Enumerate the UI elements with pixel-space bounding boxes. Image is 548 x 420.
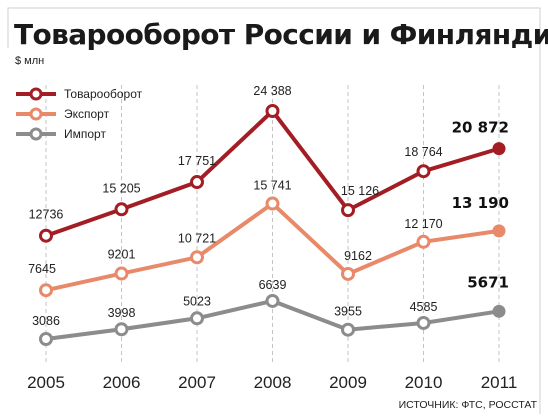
series-3: 3086 3998 5023 6639 3955 4585 5671 <box>32 273 509 346</box>
data-point <box>341 266 355 281</box>
data-label: 12736 <box>29 208 64 222</box>
data-label: 24 388 <box>253 84 291 98</box>
data-point <box>39 332 53 346</box>
data-point <box>39 283 53 298</box>
legend-label: Экспорт <box>64 107 110 121</box>
data-label: 15 205 <box>102 181 140 195</box>
data-point <box>416 164 431 179</box>
data-point <box>114 322 129 337</box>
x-tick-label: 2005 <box>27 373 65 392</box>
data-point <box>492 224 506 238</box>
data-label: 15 126 <box>341 184 379 198</box>
frame-border <box>7 7 541 414</box>
data-point <box>341 322 355 337</box>
x-tick-label: 2010 <box>405 373 443 392</box>
data-label: 17 751 <box>178 154 216 168</box>
data-label: 4585 <box>410 300 438 314</box>
legend-swatch-marker <box>29 127 43 141</box>
x-tick-label: 2007 <box>178 373 216 392</box>
data-label: 9162 <box>344 249 372 263</box>
data-label: 12 170 <box>404 217 442 231</box>
data-point <box>190 311 204 326</box>
legend: Товарооборот Экспорт Импорт <box>16 87 143 141</box>
data-point <box>492 304 506 318</box>
data-point <box>341 203 355 218</box>
data-point <box>39 228 53 243</box>
data-point <box>114 266 129 281</box>
legend-swatch-marker <box>29 87 43 101</box>
data-label: 18 764 <box>404 145 442 159</box>
legend-swatch-marker <box>29 107 43 121</box>
chart-unit: $ млн <box>15 55 44 67</box>
series-layer: 12736 15 205 17 751 24 388 15 126 18 764 20 87… <box>28 84 509 346</box>
series-1: 12736 15 205 17 751 24 388 15 126 18 764 20 87… <box>29 84 509 243</box>
data-point <box>265 196 280 211</box>
data-label: 3955 <box>334 305 362 319</box>
legend-label: Импорт <box>64 127 106 141</box>
data-label: 20 872 <box>452 119 509 137</box>
data-label: 13 190 <box>452 194 509 212</box>
source-note: ИСТОЧНИК: ФТС, РОССТАТ <box>399 399 538 411</box>
data-label: 15 741 <box>253 179 291 193</box>
x-tick-label: 2011 <box>481 373 518 392</box>
data-label: 10 721 <box>178 231 216 245</box>
data-point <box>190 175 204 190</box>
data-point <box>416 315 431 330</box>
x-tick-label: 2009 <box>329 373 367 392</box>
data-label: 3086 <box>32 314 60 328</box>
series-2: 7645 9201 10 721 15 741 9162 12 170 13 190 <box>28 179 509 298</box>
data-label: 7645 <box>28 262 56 276</box>
data-label: 5671 <box>467 273 509 291</box>
data-label: 3998 <box>108 306 136 320</box>
data-label: 9201 <box>108 248 136 262</box>
data-point <box>492 142 506 156</box>
legend-label: Товарооборот <box>64 87 143 101</box>
chart-title: Товарооборот России и Финляндии <box>14 18 548 51</box>
data-point <box>265 293 280 308</box>
x-tick-label: 2008 <box>254 373 292 392</box>
x-tick-label: 2006 <box>103 373 141 392</box>
data-point <box>416 234 431 249</box>
data-point <box>265 104 280 118</box>
data-label: 6639 <box>259 278 287 292</box>
data-point <box>190 250 204 265</box>
x-axis: 2005 2006 2007 2008 2009 2010 2011 <box>27 373 517 392</box>
data-point <box>114 202 129 217</box>
data-label: 5023 <box>183 294 211 308</box>
